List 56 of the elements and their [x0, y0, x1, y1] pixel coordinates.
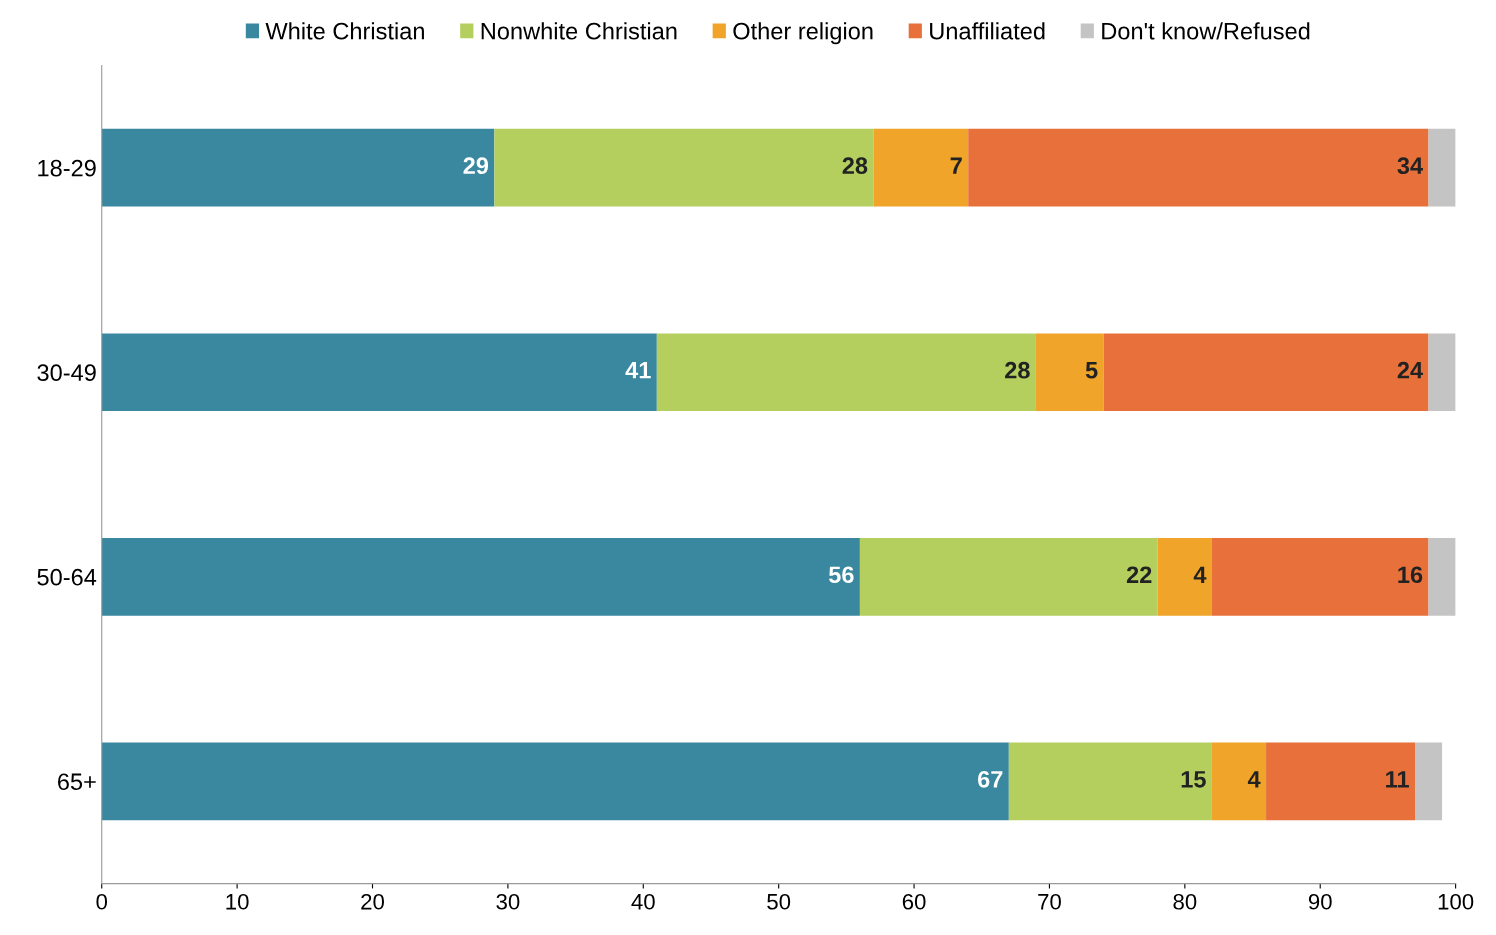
data-label: 22	[1126, 566, 1152, 583]
data-label: 4	[1193, 566, 1207, 583]
x-tick-label: 100	[1438, 893, 1474, 910]
bar	[1428, 333, 1456, 412]
x-tick-label: 70	[1038, 893, 1061, 910]
bar	[1266, 742, 1415, 821]
bar	[101, 742, 1009, 821]
bar	[859, 537, 1158, 616]
data-label: 41	[625, 362, 651, 379]
data-label: 11	[1386, 771, 1409, 788]
x-tick-label: 40	[631, 893, 655, 910]
bar	[1103, 333, 1429, 412]
x-tick-label: 20	[361, 893, 384, 910]
data-label: 24	[1397, 361, 1423, 379]
data-label: 34	[1397, 157, 1423, 175]
data-label: 4	[1247, 771, 1261, 788]
bar	[1428, 128, 1456, 207]
bar	[1008, 742, 1212, 821]
data-label: 5	[1085, 362, 1098, 379]
legend-label: White Christian	[265, 22, 424, 40]
y-tick-label: 65+	[58, 773, 96, 791]
bar	[1428, 537, 1456, 616]
data-label: 56	[828, 566, 854, 584]
legend-label: Other religion	[733, 22, 873, 45]
bar	[1211, 742, 1267, 821]
x-tick-label: 60	[902, 893, 926, 910]
x-tick-label: 50	[767, 893, 791, 910]
bar	[1414, 742, 1443, 821]
data-label: 15	[1181, 771, 1206, 788]
y-tick-label: 30-49	[37, 364, 96, 382]
y-tick-label: 18-29	[38, 159, 96, 177]
bar	[968, 128, 1429, 207]
bar	[101, 537, 860, 616]
data-label: 67	[978, 770, 1003, 788]
bar	[1035, 333, 1104, 412]
data-label: 16	[1398, 566, 1423, 584]
bar	[101, 333, 657, 412]
y-tick-label: 50-64	[37, 568, 97, 586]
bar	[1211, 537, 1429, 616]
legend-label: Nonwhite Christian	[481, 22, 677, 40]
x-tick-label: 90	[1308, 893, 1332, 910]
data-label: 29	[463, 157, 489, 175]
legend-label: Don't know/Refused	[1102, 22, 1310, 40]
bar	[101, 128, 495, 207]
data-label: 28	[1005, 361, 1030, 379]
bar	[494, 128, 874, 207]
legend-label: Unaffiliated	[930, 22, 1045, 40]
bar	[1157, 537, 1212, 616]
x-tick-label: 30	[496, 893, 520, 910]
bar	[656, 333, 1036, 412]
data-label: 28	[842, 157, 868, 175]
x-tick-label: 0	[96, 893, 108, 910]
x-tick-label: 80	[1173, 893, 1197, 910]
x-tick-label: 10	[226, 893, 249, 910]
data-label: 7	[950, 157, 962, 174]
bar	[873, 128, 969, 207]
